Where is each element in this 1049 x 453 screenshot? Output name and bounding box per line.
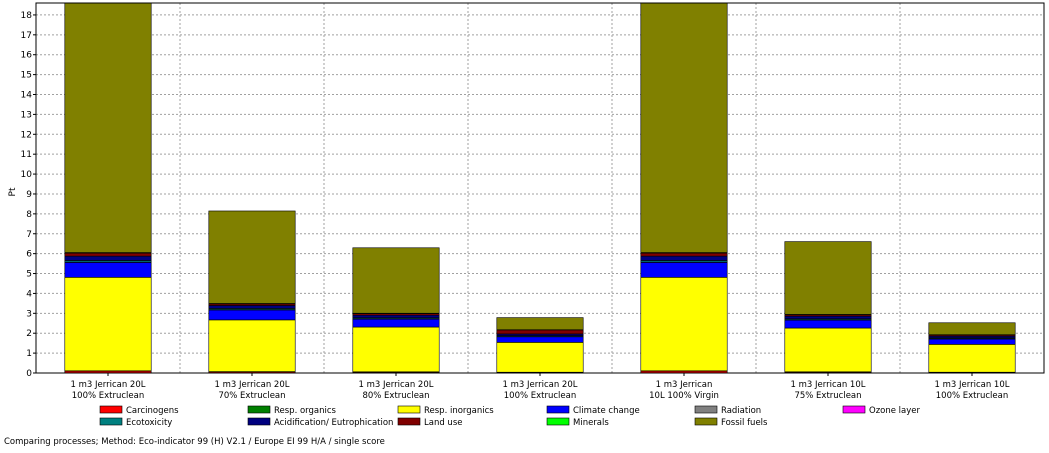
y-tick-label: 13 <box>21 110 32 120</box>
bars <box>64 3 1016 373</box>
legend-label: Ecotoxicity <box>126 418 172 428</box>
bar-segment-climate-change <box>784 319 872 329</box>
y-tick-label: 1 <box>26 349 32 359</box>
bar-segment-resp-inorganics <box>64 277 152 372</box>
bar-segment-fossil-fuels <box>928 322 1016 336</box>
legend: Carcinogens Resp. organics Resp. inorganic… <box>99 405 921 428</box>
category-label: 1 m3 Jerrican 20L <box>215 380 290 390</box>
legend-label: Ozone layer <box>869 406 921 416</box>
category-label: 1 m3 Jerrican 20L <box>359 380 434 390</box>
category-label: 100% Extruclean <box>504 391 576 401</box>
legend-label: Radiation <box>721 406 761 416</box>
category-label: 1 m3 Jerrican 10L <box>791 380 866 390</box>
y-tick-label: 14 <box>21 91 33 101</box>
legend-label: Land use <box>424 418 462 428</box>
plot-frame <box>35 2 1045 374</box>
legend-swatch <box>99 417 123 426</box>
legend-swatch <box>546 405 570 414</box>
y-tick-label: 17 <box>21 31 32 41</box>
bar-segment-climate-change <box>928 338 1016 345</box>
footer-method-text: Comparing processes; Method: Eco-indicat… <box>4 437 385 447</box>
category-label: 70% Extruclean <box>218 391 285 401</box>
bar-segment-resp-inorganics <box>496 342 584 373</box>
y-tick-label: 2 <box>26 329 32 339</box>
category-label: 75% Extruclean <box>794 391 861 401</box>
legend-swatch <box>397 417 421 426</box>
bar-segment-resp-inorganics <box>784 327 872 373</box>
bar-segment-land-use <box>496 329 584 335</box>
legend-swatch <box>842 405 866 414</box>
y-tick-label: 5 <box>26 270 32 280</box>
y-tick-label: 15 <box>21 71 32 81</box>
bar-segment-land-use <box>640 252 728 257</box>
category-label: 10L 100% Virgin <box>649 391 719 401</box>
y-tick-label: 7 <box>26 230 32 240</box>
category-label: 100% Extruclean <box>72 391 144 401</box>
bar-segment-resp-inorganics <box>640 277 728 372</box>
bar-segment-climate-change <box>496 336 584 343</box>
y-tick-label: 18 <box>21 11 33 21</box>
category-label: 1 m3 Jerrican <box>656 380 713 390</box>
legend-swatch <box>546 417 570 426</box>
category-label: 1 m3 Jerrican 20L <box>503 380 578 390</box>
legend-label: Carcinogens <box>126 406 179 416</box>
legend-swatch <box>99 405 123 414</box>
bar-segment-acidification-eutrophication <box>784 315 872 320</box>
bar-segment-fossil-fuels <box>208 210 296 304</box>
bar-segment-acidification-eutrophication <box>352 314 440 319</box>
legend-swatch <box>694 405 718 414</box>
bar-segment-acidification-eutrophication <box>208 305 296 309</box>
bar-segment-fossil-fuels <box>496 317 584 331</box>
y-tick-label: 3 <box>26 309 32 319</box>
legend-label: Climate change <box>573 406 640 416</box>
bar-segment-resp-inorganics <box>208 319 296 372</box>
category-label: 80% Extruclean <box>362 391 429 401</box>
y-tick-label: 0 <box>26 369 32 379</box>
bar-segment-fossil-fuels <box>784 241 872 315</box>
legend-swatch <box>247 417 271 426</box>
y-tick-label: 10 <box>21 170 33 180</box>
legend-label: Acidification/ Eutrophication <box>274 418 393 428</box>
y-tick-label: 12 <box>21 130 32 140</box>
category-label: 100% Extruclean <box>936 391 1008 401</box>
y-tick-label: 16 <box>21 51 33 61</box>
legend-label: Resp. organics <box>274 406 337 416</box>
legend-label: Resp. inorganics <box>424 406 494 416</box>
bar-segment-climate-change <box>208 309 296 321</box>
y-tick-label: 8 <box>26 210 32 220</box>
legend-label: Fossil fuels <box>721 418 768 428</box>
bar-segment-land-use <box>64 252 152 257</box>
y-tick-label: 11 <box>21 150 32 160</box>
bar-segment-climate-change <box>640 262 728 278</box>
y-tick-label: 6 <box>26 250 32 260</box>
axes <box>33 2 1045 376</box>
legend-swatch <box>694 417 718 426</box>
bar-segment-fossil-fuels <box>64 3 152 253</box>
bar-segment-fossil-fuels <box>352 247 440 314</box>
grid <box>36 3 1044 373</box>
y-tick-label: 9 <box>26 190 32 200</box>
bar-segment-climate-change <box>64 262 152 278</box>
legend-label: Minerals <box>573 418 609 428</box>
legend-swatch <box>397 405 421 414</box>
bar-segment-resp-inorganics <box>352 326 440 373</box>
bar-segment-resp-inorganics <box>928 344 1016 373</box>
bar-segment-climate-change <box>352 318 440 328</box>
bar-segment-acidification-eutrophication <box>64 255 152 261</box>
bar-segment-fossil-fuels <box>640 3 728 253</box>
y-axis-label: Pt <box>8 187 18 196</box>
legend-swatch <box>247 405 271 414</box>
category-label: 1 m3 Jerrican 10L <box>935 380 1010 390</box>
y-tick-label: 4 <box>26 289 32 299</box>
category-label: 1 m3 Jerrican 20L <box>71 380 146 390</box>
bar-segment-acidification-eutrophication <box>640 255 728 261</box>
